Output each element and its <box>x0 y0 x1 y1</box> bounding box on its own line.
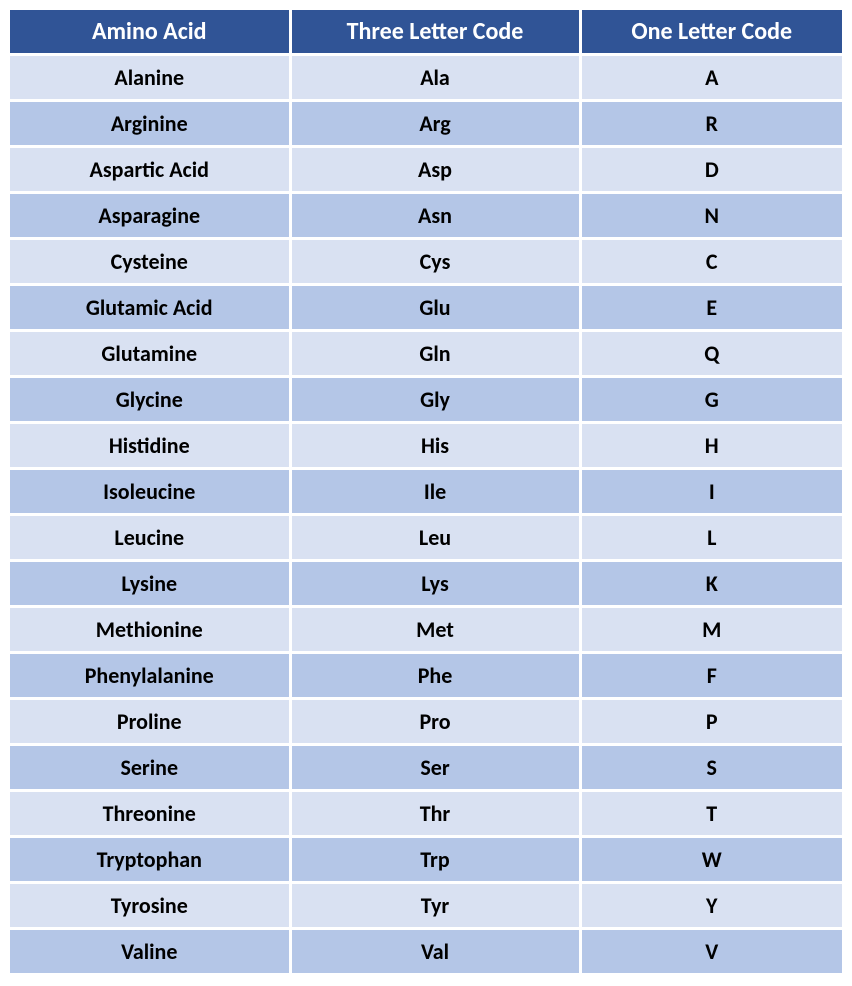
table-row: IsoleucineIleI <box>10 469 842 515</box>
table-cell: Ala <box>290 55 580 101</box>
table-cell: Serine <box>10 745 290 791</box>
table-cell: Glu <box>290 285 580 331</box>
table-body: AlanineAlaAArginineArgRAspartic AcidAspD… <box>10 55 842 975</box>
table-cell: F <box>580 653 842 699</box>
col-header-amino-acid: Amino Acid <box>10 10 290 55</box>
table-cell: Y <box>580 883 842 929</box>
table-cell: D <box>580 147 842 193</box>
table-row: ThreonineThrT <box>10 791 842 837</box>
table-row: GlutamineGlnQ <box>10 331 842 377</box>
table-row: MethionineMetM <box>10 607 842 653</box>
table-cell: Aspartic Acid <box>10 147 290 193</box>
table-cell: Tryptophan <box>10 837 290 883</box>
table-cell: Pro <box>290 699 580 745</box>
table-cell: Phenylalanine <box>10 653 290 699</box>
table-cell: C <box>580 239 842 285</box>
table-cell: Methionine <box>10 607 290 653</box>
col-header-three-letter: Three Letter Code <box>290 10 580 55</box>
table-row: ValineValV <box>10 929 842 975</box>
table-cell: S <box>580 745 842 791</box>
table-cell: His <box>290 423 580 469</box>
table-cell: Glycine <box>10 377 290 423</box>
col-header-one-letter: One Letter Code <box>580 10 842 55</box>
table-cell: L <box>580 515 842 561</box>
table-row: LeucineLeuL <box>10 515 842 561</box>
table-row: AsparagineAsnN <box>10 193 842 239</box>
table-cell: G <box>580 377 842 423</box>
table-cell: Glutamic Acid <box>10 285 290 331</box>
table-row: HistidineHisH <box>10 423 842 469</box>
table-cell: Tyrosine <box>10 883 290 929</box>
table-cell: Leucine <box>10 515 290 561</box>
table-cell: W <box>580 837 842 883</box>
table-cell: Proline <box>10 699 290 745</box>
table-cell: Histidine <box>10 423 290 469</box>
table-cell: Arg <box>290 101 580 147</box>
table-cell: Threonine <box>10 791 290 837</box>
table-cell: Valine <box>10 929 290 975</box>
table-cell: Asn <box>290 193 580 239</box>
table-row: CysteineCysC <box>10 239 842 285</box>
table-cell: E <box>580 285 842 331</box>
table-cell: Isoleucine <box>10 469 290 515</box>
table-row: Glutamic AcidGluE <box>10 285 842 331</box>
table-cell: Lysine <box>10 561 290 607</box>
table-cell: I <box>580 469 842 515</box>
table-cell: Tyr <box>290 883 580 929</box>
table-cell: V <box>580 929 842 975</box>
table-cell: Arginine <box>10 101 290 147</box>
table-cell: Glutamine <box>10 331 290 377</box>
table-cell: Leu <box>290 515 580 561</box>
table-row: ArginineArgR <box>10 101 842 147</box>
table-cell: Gln <box>290 331 580 377</box>
table-cell: Met <box>290 607 580 653</box>
table-cell: Phe <box>290 653 580 699</box>
table-row: GlycineGlyG <box>10 377 842 423</box>
table-cell: Asp <box>290 147 580 193</box>
table-cell: Gly <box>290 377 580 423</box>
table-cell: Lys <box>290 561 580 607</box>
table-row: Aspartic AcidAspD <box>10 147 842 193</box>
table-cell: Trp <box>290 837 580 883</box>
table-row: PhenylalaninePheF <box>10 653 842 699</box>
table-cell: M <box>580 607 842 653</box>
table-row: SerineSerS <box>10 745 842 791</box>
table-header: Amino Acid Three Letter Code One Letter … <box>10 10 842 55</box>
table-cell: Alanine <box>10 55 290 101</box>
table-row: ProlineProP <box>10 699 842 745</box>
table-cell: Val <box>290 929 580 975</box>
table-cell: K <box>580 561 842 607</box>
table-cell: T <box>580 791 842 837</box>
table-row: TyrosineTyrY <box>10 883 842 929</box>
table-cell: Q <box>580 331 842 377</box>
table-cell: R <box>580 101 842 147</box>
table-cell: Asparagine <box>10 193 290 239</box>
table-cell: N <box>580 193 842 239</box>
table-row: TryptophanTrpW <box>10 837 842 883</box>
table-cell: A <box>580 55 842 101</box>
table-row: AlanineAlaA <box>10 55 842 101</box>
table-cell: P <box>580 699 842 745</box>
table-cell: Cysteine <box>10 239 290 285</box>
table-row: LysineLysK <box>10 561 842 607</box>
table-cell: Ser <box>290 745 580 791</box>
table-cell: Thr <box>290 791 580 837</box>
table-cell: H <box>580 423 842 469</box>
table-cell: Ile <box>290 469 580 515</box>
table-cell: Cys <box>290 239 580 285</box>
amino-acid-table: Amino Acid Three Letter Code One Letter … <box>10 10 842 976</box>
